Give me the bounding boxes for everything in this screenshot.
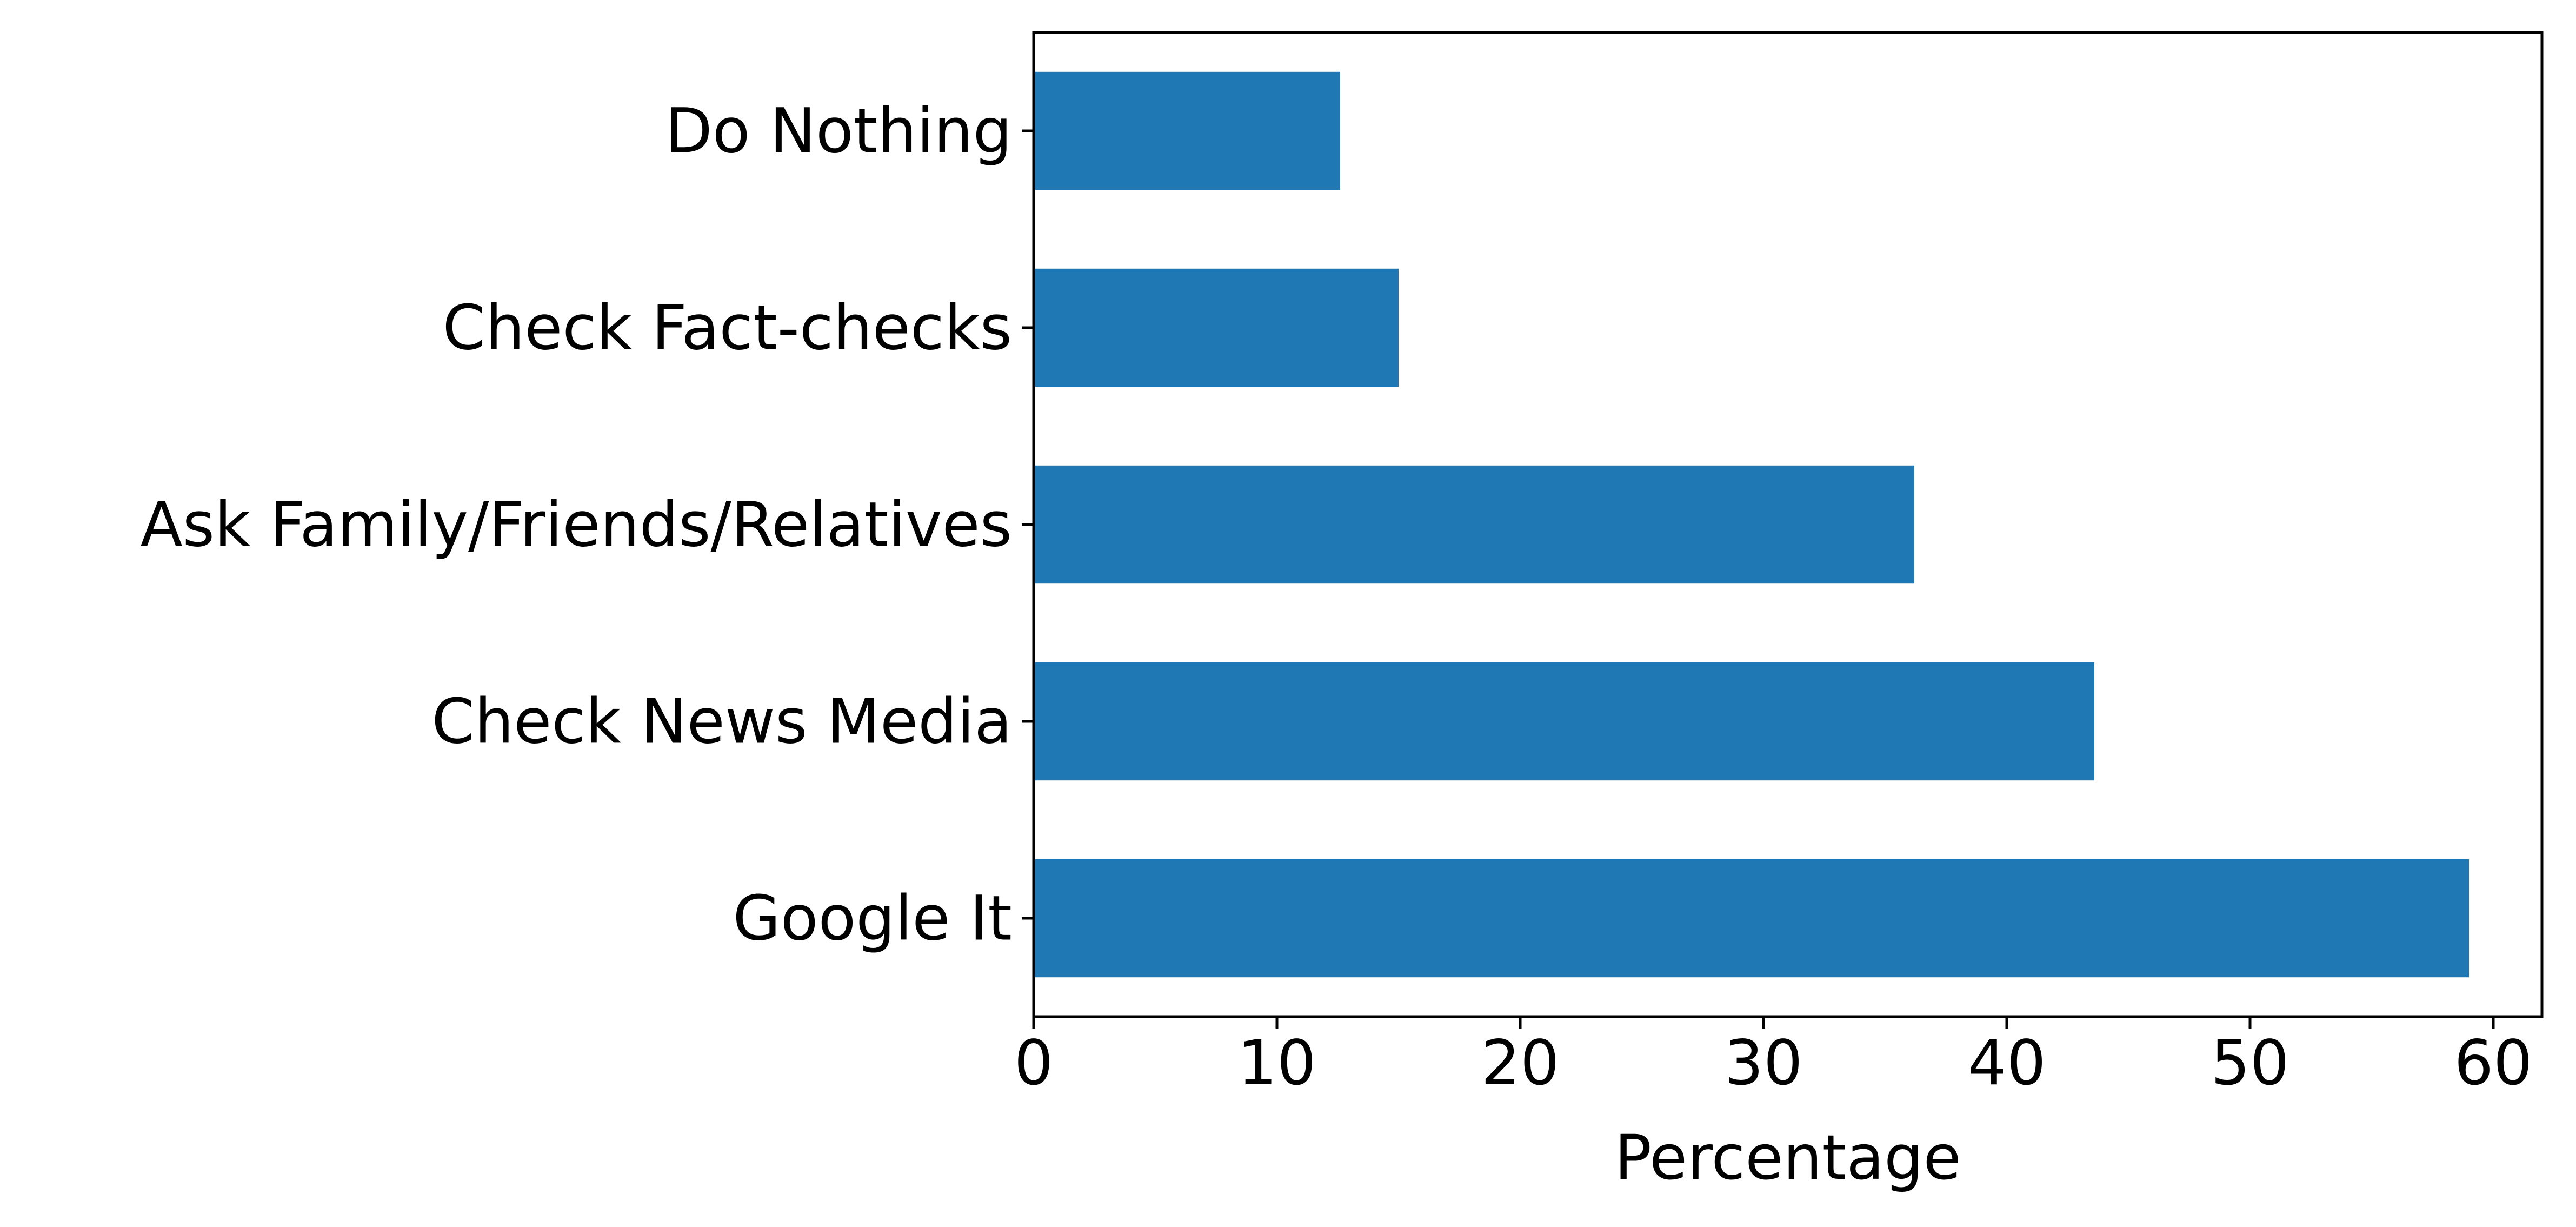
x-tick-label-0: 0 xyxy=(1014,1027,1054,1099)
bar-google-it xyxy=(1034,859,2469,978)
bar-do-nothing xyxy=(1034,71,1340,190)
plot-frame xyxy=(1032,31,2544,1018)
y-tick-label-google-it: Google It xyxy=(733,883,1012,954)
x-tick-label-20: 20 xyxy=(1481,1027,1559,1099)
bar-check-fact-checks xyxy=(1034,268,1399,387)
x-tick-label-60: 60 xyxy=(2454,1027,2532,1099)
x-axis-label: Percentage xyxy=(1614,1122,1961,1193)
y-tick-label-check-fact-checks: Check Fact-checks xyxy=(442,292,1012,364)
y-tick-label-check-news-media: Check News Media xyxy=(431,686,1012,758)
y-tick-marks xyxy=(1022,129,1034,920)
bar-check-news-media xyxy=(1034,662,2094,781)
x-tick-label-30: 30 xyxy=(1724,1027,1802,1099)
bar-ask-family-friends-relatives xyxy=(1034,465,1914,584)
y-tick-label-ask-family-friends-relatives: Ask Family/Friends/Relatives xyxy=(141,489,1012,561)
x-tick-label-40: 40 xyxy=(1967,1027,2046,1099)
y-tick-label-do-nothing: Do Nothing xyxy=(665,95,1012,167)
x-tick-label-50: 50 xyxy=(2211,1027,2289,1099)
bars-group xyxy=(1034,71,2469,978)
x-tick-label-10: 10 xyxy=(1237,1027,1316,1099)
y-tick-labels: Google It Check News Media Ask Family/Frie… xyxy=(141,95,1012,954)
x-tick-labels: 0 10 20 30 40 50 60 xyxy=(1014,1027,2533,1099)
x-tick-marks xyxy=(1032,1017,2495,1029)
